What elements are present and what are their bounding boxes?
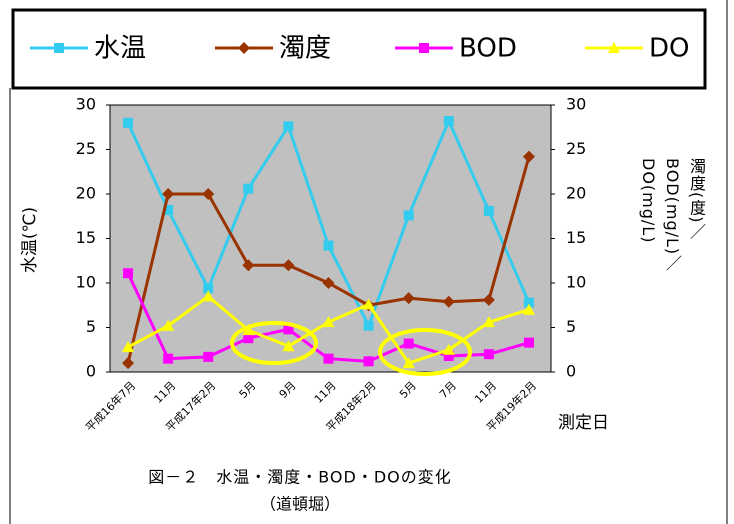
y2-tick-label: 10 xyxy=(566,273,586,292)
y-tick-label: 25 xyxy=(76,139,96,158)
marker xyxy=(402,357,415,369)
marker xyxy=(482,316,495,328)
x-tick-label: 5月 xyxy=(397,379,419,401)
y2-axis-title: 濁度(度)／BOD(mg/L)／DO(mg/L) xyxy=(639,158,706,273)
marker xyxy=(203,283,214,294)
y2-tick-label: 20 xyxy=(566,184,586,203)
y-axis-title: 水温(℃) xyxy=(20,207,40,273)
legend-marker xyxy=(608,42,620,53)
y-tick-label: 30 xyxy=(76,95,96,114)
legend-label: 濁度 xyxy=(279,34,331,64)
marker xyxy=(323,353,334,364)
marker xyxy=(363,356,374,367)
marker xyxy=(123,268,134,279)
marker xyxy=(483,349,494,360)
legend-marker xyxy=(419,43,429,53)
x-tick-label: 11月 xyxy=(312,379,339,406)
marker xyxy=(123,117,134,128)
highlight-ellipse xyxy=(230,321,318,365)
marker xyxy=(202,188,215,200)
marker xyxy=(442,343,455,355)
y2-tick-label: 5 xyxy=(566,317,576,336)
marker xyxy=(243,333,254,344)
y-tick-label: 20 xyxy=(76,184,96,203)
marker xyxy=(482,293,495,306)
marker xyxy=(122,357,135,370)
marker xyxy=(162,319,175,331)
marker xyxy=(162,188,175,200)
plot-area xyxy=(109,104,552,373)
marker xyxy=(242,324,255,336)
y-tick-label: 10 xyxy=(76,273,96,292)
y2-tick-label: 15 xyxy=(566,228,586,247)
marker xyxy=(242,259,255,272)
marker xyxy=(203,351,214,362)
legend-label: 水温 xyxy=(94,34,146,64)
legend-label: BOD xyxy=(459,34,517,64)
legend-marker xyxy=(54,43,64,53)
marker xyxy=(322,277,335,289)
marker xyxy=(402,292,415,305)
marker xyxy=(122,341,135,353)
marker xyxy=(403,210,414,221)
marker xyxy=(202,290,215,302)
marker xyxy=(443,116,454,127)
marker xyxy=(363,320,374,331)
marker xyxy=(522,303,535,315)
marker xyxy=(362,298,375,310)
marker xyxy=(322,316,335,328)
marker xyxy=(243,183,254,194)
y-tick-label: 0 xyxy=(86,362,96,381)
x-tick-label: 7月 xyxy=(437,379,459,401)
legend-label: DO xyxy=(649,34,690,64)
caption-subtitle: （道頓堀） xyxy=(260,495,340,514)
x-tick-label: 11月 xyxy=(472,379,499,406)
marker xyxy=(403,338,414,349)
marker xyxy=(282,340,295,352)
marker xyxy=(323,240,334,251)
marker xyxy=(163,205,174,216)
marker xyxy=(442,295,455,308)
x-axis-title: 測定日 xyxy=(558,413,609,433)
marker xyxy=(483,205,494,216)
legend-marker xyxy=(238,42,250,54)
y-tick-label: 15 xyxy=(76,228,96,247)
marker xyxy=(443,350,454,361)
y-tick-label: 5 xyxy=(86,317,96,336)
caption-title: 図－２ 水温・濁度・BOD・DOの変化 xyxy=(148,468,452,487)
marker xyxy=(282,259,295,272)
y2-tick-label: 30 xyxy=(566,95,586,114)
x-tick-label: 5月 xyxy=(237,379,259,401)
y2-tick-label: 0 xyxy=(566,362,576,381)
marker xyxy=(523,297,534,308)
x-tick-label: 9月 xyxy=(277,379,299,401)
marker xyxy=(163,353,174,364)
marker xyxy=(522,150,535,163)
highlight-ellipse xyxy=(378,328,472,376)
y2-tick-label: 25 xyxy=(566,139,586,158)
marker xyxy=(523,337,534,348)
x-tick-label: 平成16年7月 xyxy=(82,378,138,434)
x-tick-label: 11月 xyxy=(152,379,179,406)
marker xyxy=(283,324,294,335)
marker xyxy=(283,121,294,132)
